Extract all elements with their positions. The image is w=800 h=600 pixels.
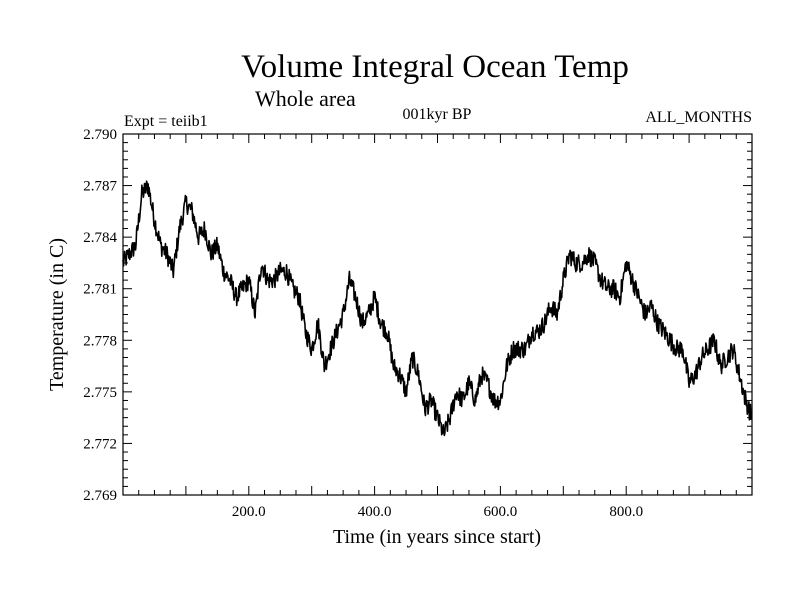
x-axis-ticks: 200.0 400.0 600.0 800.0	[138, 134, 737, 520]
series-layer	[122, 180, 753, 437]
y-tick-label: 2.784	[83, 230, 117, 246]
y-axis-label: Temperature (in C)	[46, 238, 68, 391]
chart-subtitle: Whole area	[255, 86, 356, 111]
y-axis-ticks: 2.769 2.772 2.775 2.778 2.781 2.784 2.787 2.790	[83, 127, 752, 504]
annotation-center: 001kyr BP	[403, 106, 472, 123]
y-tick-label: 2.769	[83, 488, 117, 504]
chart-title: Volume Integral Ocean Temp	[241, 49, 629, 85]
y-tick-label: 2.781	[83, 282, 117, 298]
x-tick-label: 200.0	[232, 504, 266, 520]
annotation-right: ALL_MONTHS	[645, 109, 752, 126]
x-axis-label: Time (in years since start)	[333, 526, 541, 548]
y-tick-label: 2.772	[83, 436, 117, 452]
annotation-left: Expt = teiib1	[124, 113, 208, 130]
series-line	[122, 180, 753, 437]
x-tick-label: 800.0	[609, 504, 643, 520]
y-tick-label: 2.775	[83, 385, 117, 401]
y-tick-label: 2.790	[83, 127, 117, 143]
y-tick-label: 2.778	[83, 333, 117, 349]
x-tick-label: 600.0	[484, 504, 518, 520]
x-tick-label: 400.0	[358, 504, 392, 520]
y-tick-label: 2.787	[83, 179, 117, 195]
